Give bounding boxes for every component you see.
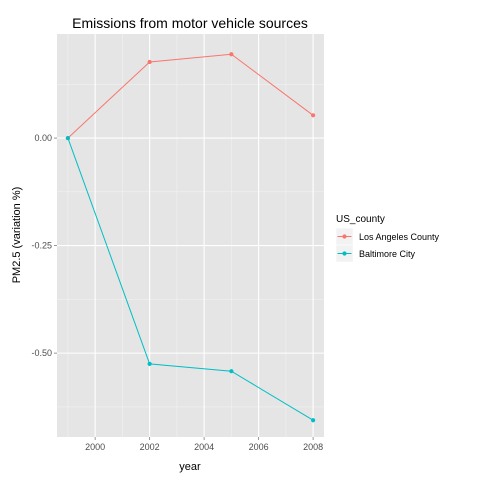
chart-title: Emissions from motor vehicle sources <box>72 15 308 31</box>
x-tick-label: 2000 <box>85 442 105 452</box>
data-point <box>311 113 316 118</box>
series-lines <box>67 53 314 421</box>
x-tick-label: 2004 <box>194 442 214 452</box>
y-axis-title: PM2.5 (variation %) <box>11 187 23 284</box>
legend: US_county Los Angeles County Baltimore Ci… <box>335 214 440 263</box>
legend-label: Los Angeles County <box>359 232 440 242</box>
x-axis-title: year <box>179 461 201 473</box>
data-point <box>65 135 70 141</box>
series-points <box>65 52 316 423</box>
x-tick-label: 2002 <box>140 442 160 452</box>
legend-label: Baltimore City <box>359 249 416 259</box>
legend-title: US_county <box>336 214 385 225</box>
y-tick-label: -0.50 <box>31 348 52 358</box>
legend-key-point <box>342 251 347 256</box>
y-axis: 0.00 -0.25 -0.50 <box>31 133 57 358</box>
grid-minor <box>57 34 324 437</box>
data-point <box>311 418 316 423</box>
series-line <box>67 137 314 421</box>
x-tick-label: 2006 <box>249 442 269 452</box>
data-point <box>147 361 152 366</box>
legend-key-point <box>342 234 347 239</box>
data-point <box>147 59 152 65</box>
y-tick-label: 0.00 <box>34 133 52 143</box>
series-line <box>67 53 314 139</box>
legend-items: Los Angeles County Baltimore City <box>335 227 440 263</box>
x-axis: 2000 2002 2004 2006 2008 <box>85 437 323 452</box>
data-point <box>229 369 234 374</box>
plot-panel <box>57 34 324 437</box>
data-point <box>229 52 234 57</box>
x-tick-label: 2008 <box>303 442 323 452</box>
grid-major <box>57 34 324 437</box>
y-tick-label: -0.25 <box>31 241 52 251</box>
